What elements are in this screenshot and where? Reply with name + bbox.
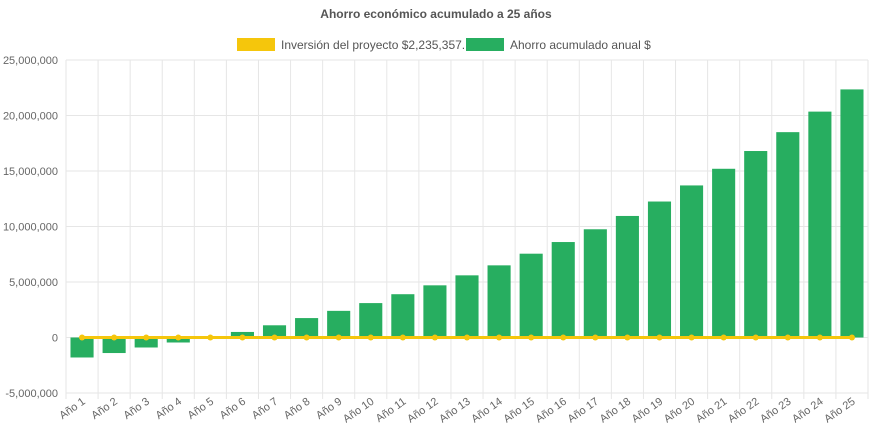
line-point[interactable] — [79, 334, 86, 341]
line-point[interactable] — [592, 334, 599, 341]
x-tick-label: Año 16 — [534, 396, 569, 426]
line-point[interactable] — [496, 334, 503, 341]
bar[interactable] — [551, 242, 575, 338]
bar[interactable] — [808, 111, 832, 338]
y-tick-label: 5,000,000 — [9, 277, 58, 289]
x-tick-label: Año 10 — [341, 396, 376, 426]
x-tick-label: Año 4 — [154, 396, 184, 422]
line-point[interactable] — [656, 334, 663, 341]
bar[interactable] — [295, 318, 319, 338]
x-tick-label: Año 15 — [501, 396, 536, 426]
bar[interactable] — [840, 89, 864, 338]
y-tick-label: 25,000,000 — [3, 55, 58, 67]
line-series — [79, 334, 855, 341]
bar[interactable] — [712, 168, 736, 338]
bar[interactable] — [262, 325, 287, 338]
line-point[interactable] — [752, 334, 759, 341]
line-point[interactable] — [848, 334, 855, 341]
bar[interactable] — [455, 275, 479, 338]
bar[interactable] — [391, 294, 415, 338]
y-tick-label: 10,000,000 — [3, 222, 58, 234]
bar[interactable] — [134, 337, 158, 348]
line-point[interactable] — [111, 334, 118, 341]
y-tick-label: 20,000,000 — [3, 111, 58, 123]
line-point[interactable] — [143, 334, 150, 341]
line-point[interactable] — [207, 334, 214, 341]
bar[interactable] — [744, 151, 768, 338]
y-tick-label: -5,000,000 — [5, 388, 58, 400]
legend-item[interactable]: Ahorro acumulado anual $ — [466, 38, 651, 52]
legend: Inversión del proyecto $2,235,357.11 Ahor… — [237, 38, 651, 52]
line-point[interactable] — [528, 334, 535, 341]
x-tick-label: Año 7 — [250, 396, 280, 422]
x-tick-label: Año 18 — [598, 396, 633, 426]
chart-title: Ahorro económico acumulado a 25 años — [320, 7, 552, 21]
bar[interactable] — [647, 201, 672, 338]
bar[interactable] — [680, 185, 704, 338]
bar[interactable] — [359, 303, 383, 338]
y-tick-label: 0 — [52, 333, 58, 345]
bar[interactable] — [583, 229, 607, 338]
x-tick-label: Año 2 — [89, 396, 119, 422]
legend-item[interactable]: Inversión del proyecto $2,235,357.11 — [237, 38, 478, 52]
x-tick-label: Año 19 — [630, 396, 665, 426]
bar[interactable] — [615, 215, 639, 338]
x-tick-label: Año 23 — [758, 396, 793, 426]
x-tick-label: Año 20 — [662, 396, 697, 426]
bar[interactable] — [519, 253, 543, 338]
x-axis: Año 1 Año 2 Año 3 Año 4 Año 5 Año 6 Año 7 Año 8… — [57, 396, 857, 426]
line-point[interactable] — [624, 334, 631, 341]
line-point[interactable] — [239, 334, 246, 341]
x-tick-label: Año 13 — [437, 396, 472, 426]
x-tick-label: Año 8 — [282, 396, 312, 422]
x-tick-label: Año 12 — [405, 396, 440, 426]
line-point[interactable] — [720, 334, 727, 341]
bar[interactable] — [423, 285, 447, 338]
legend-swatch — [237, 38, 275, 51]
line-point[interactable] — [560, 334, 567, 341]
x-tick-label: Año 21 — [694, 396, 729, 426]
line-point[interactable] — [335, 334, 342, 341]
line-point[interactable] — [431, 334, 438, 341]
x-tick-label: Año 9 — [314, 396, 344, 422]
line-point[interactable] — [688, 334, 695, 341]
line-point[interactable] — [784, 334, 791, 341]
bar[interactable] — [102, 337, 126, 354]
x-tick-label: Año 24 — [790, 396, 825, 426]
x-tick-label: Año 22 — [726, 396, 761, 426]
x-tick-label: Año 11 — [374, 396, 409, 425]
x-tick-label: Año 1 — [57, 396, 87, 422]
y-tick-label: 15,000,000 — [3, 166, 58, 178]
x-tick-label: Año 17 — [566, 396, 601, 426]
y-axis: -5,000,000 0 5,000,000 10,000,000 15,000,000… — [3, 55, 58, 400]
bars — [70, 89, 864, 358]
line-point[interactable] — [399, 334, 406, 341]
x-tick-label: Año 25 — [822, 396, 857, 426]
line-point[interactable] — [464, 334, 470, 341]
legend-label: Inversión del proyecto $2,235,357.11 — [281, 38, 478, 52]
line-point[interactable] — [271, 334, 278, 341]
line-point[interactable] — [367, 334, 374, 341]
bar[interactable] — [776, 132, 800, 338]
x-tick-label: Año 14 — [469, 396, 504, 426]
x-tick-label: Año 6 — [218, 396, 248, 422]
line-point[interactable] — [303, 334, 310, 341]
legend-label: Ahorro acumulado anual $ — [510, 38, 651, 52]
bar[interactable] — [70, 337, 94, 358]
legend-swatch — [466, 38, 504, 51]
x-tick-label: Año 3 — [121, 396, 151, 422]
grid — [65, 59, 869, 399]
line-point[interactable] — [175, 334, 182, 341]
bar[interactable] — [327, 310, 351, 338]
line-point[interactable] — [816, 334, 823, 341]
x-tick-label: Año 5 — [186, 396, 216, 422]
bar[interactable] — [487, 265, 511, 338]
